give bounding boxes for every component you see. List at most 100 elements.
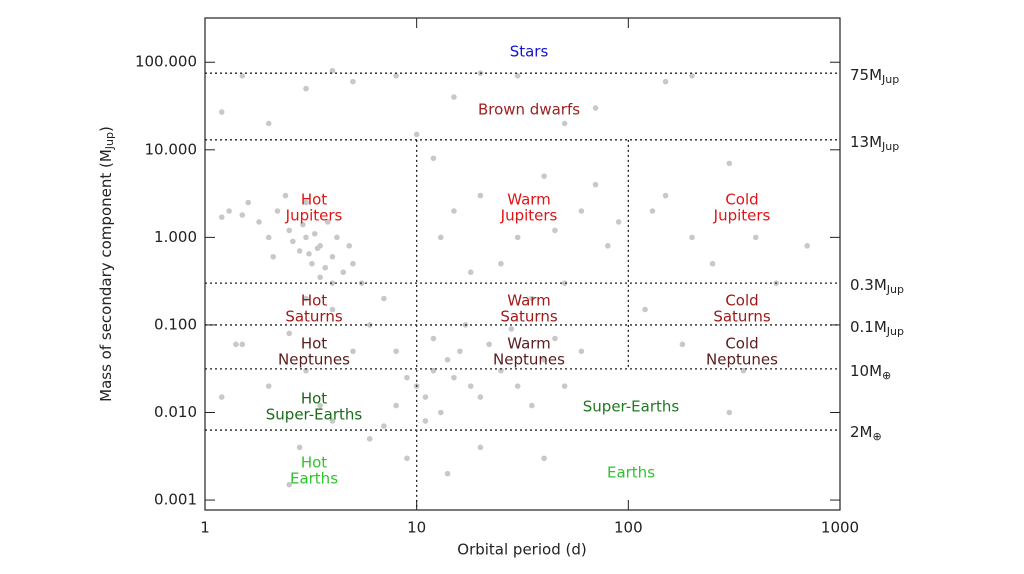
point xyxy=(329,280,336,286)
point xyxy=(561,383,568,389)
point xyxy=(317,402,323,409)
y-axis-label-sub: Jup xyxy=(103,132,116,150)
point xyxy=(514,234,521,241)
y-tick-label: 100.000 xyxy=(135,53,197,71)
x-tick-label: 1 xyxy=(200,519,210,537)
reference-label-text: 0.1M xyxy=(850,317,887,335)
point xyxy=(233,341,239,348)
point xyxy=(578,208,585,214)
point xyxy=(679,341,686,348)
point xyxy=(317,274,323,281)
point xyxy=(366,322,373,328)
point xyxy=(286,227,293,234)
point xyxy=(752,234,759,241)
point xyxy=(303,234,309,241)
point xyxy=(350,260,356,267)
point xyxy=(552,227,558,234)
point xyxy=(477,444,484,451)
point xyxy=(508,326,515,332)
point xyxy=(381,423,387,429)
region-label: Hot xyxy=(301,191,327,209)
reference-label-text: 0.3M xyxy=(850,276,887,294)
point xyxy=(300,221,306,228)
point xyxy=(218,394,225,400)
point xyxy=(303,85,309,92)
reference-label-text: 13M xyxy=(850,132,882,150)
region-label: Earths xyxy=(607,464,655,482)
point xyxy=(422,418,429,424)
point xyxy=(296,444,303,451)
point xyxy=(477,394,484,400)
y-tick-label: 10.000 xyxy=(145,140,198,158)
point xyxy=(561,280,568,286)
point xyxy=(286,330,293,337)
point xyxy=(239,72,246,79)
point xyxy=(334,234,340,241)
point xyxy=(422,394,429,400)
point xyxy=(239,212,246,218)
point xyxy=(324,219,331,225)
point xyxy=(541,173,547,179)
point xyxy=(329,253,336,260)
x-tick-label: 100 xyxy=(614,519,643,537)
region-label: Earths xyxy=(290,470,338,488)
point xyxy=(350,78,356,85)
point xyxy=(311,230,318,237)
point xyxy=(430,155,437,162)
y-tick-label: 0.001 xyxy=(154,491,197,509)
y-tick-label: 0.010 xyxy=(154,403,197,421)
point xyxy=(265,234,272,241)
region-label: Neptunes xyxy=(706,351,778,369)
point xyxy=(239,341,246,348)
point xyxy=(265,383,272,389)
point xyxy=(444,356,451,363)
point xyxy=(340,269,347,276)
point xyxy=(303,199,309,206)
point xyxy=(529,295,535,302)
point xyxy=(451,94,457,100)
region-label: Brown dwarfs xyxy=(478,101,580,119)
point xyxy=(282,192,289,199)
reference-label: 2M⊕ xyxy=(850,423,882,444)
point xyxy=(578,348,585,355)
point xyxy=(486,341,492,348)
point xyxy=(592,105,599,111)
reference-label-text: 2M xyxy=(850,423,873,441)
point xyxy=(430,335,437,342)
y-tick-label: 0.100 xyxy=(154,315,197,333)
point xyxy=(306,250,312,257)
point xyxy=(498,260,504,267)
point xyxy=(592,181,599,188)
region-label: Hot xyxy=(301,454,327,472)
point xyxy=(726,160,733,167)
point xyxy=(514,72,521,79)
point xyxy=(218,109,225,115)
point xyxy=(274,208,281,214)
point xyxy=(649,208,656,214)
reference-label-sub: ⊕ xyxy=(882,369,891,382)
point xyxy=(689,234,695,241)
point xyxy=(726,409,733,416)
point xyxy=(467,269,474,276)
point xyxy=(296,248,303,254)
x-tick-label: 1000 xyxy=(821,519,859,537)
point xyxy=(451,374,457,381)
point xyxy=(290,238,296,245)
region-label: Super-Earths xyxy=(266,406,363,424)
point xyxy=(329,418,336,424)
plot-frame xyxy=(204,17,841,511)
point xyxy=(218,214,225,220)
y-axis-label: Mass of secondary component (MJup) xyxy=(97,126,117,402)
point xyxy=(662,78,669,85)
reference-label-text: 75M xyxy=(850,66,882,84)
reference-label-sub: Jup xyxy=(886,283,904,296)
region-label: Super-Earths xyxy=(583,398,680,416)
region-label: Hot xyxy=(301,292,327,310)
point xyxy=(286,481,293,488)
region-label: Saturns xyxy=(500,308,558,326)
point xyxy=(322,264,329,271)
region-label: Neptunes xyxy=(493,351,565,369)
point xyxy=(740,367,747,374)
point xyxy=(477,192,484,199)
